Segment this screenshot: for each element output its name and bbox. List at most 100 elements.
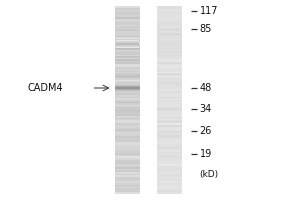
Bar xyxy=(115,6,140,8)
Bar xyxy=(157,158,182,160)
Bar xyxy=(157,188,182,189)
Bar xyxy=(115,86,140,87)
Bar xyxy=(157,149,182,150)
Bar xyxy=(115,70,140,72)
Bar xyxy=(157,72,182,73)
Bar xyxy=(157,155,182,156)
Bar xyxy=(157,95,182,97)
Bar xyxy=(157,105,182,106)
Bar xyxy=(157,123,182,125)
Bar xyxy=(157,83,182,84)
Bar xyxy=(157,44,182,45)
Bar xyxy=(157,81,182,83)
Bar xyxy=(115,88,140,89)
Bar xyxy=(157,167,182,169)
Bar xyxy=(157,59,182,61)
Bar xyxy=(115,72,140,73)
Bar xyxy=(157,161,182,163)
Bar xyxy=(157,8,182,9)
Bar xyxy=(115,105,140,106)
Bar xyxy=(157,152,182,153)
Bar xyxy=(116,46,139,47)
Bar xyxy=(157,23,182,25)
Bar xyxy=(116,44,139,45)
Bar xyxy=(115,153,140,155)
Bar xyxy=(157,164,182,166)
Text: 34: 34 xyxy=(200,104,212,114)
Bar xyxy=(157,119,182,120)
Bar xyxy=(115,131,140,133)
Bar xyxy=(157,136,182,138)
Bar xyxy=(157,76,182,78)
Bar xyxy=(157,127,182,128)
Bar xyxy=(157,56,182,58)
Bar xyxy=(115,113,140,114)
Bar xyxy=(157,69,182,70)
Bar xyxy=(115,141,140,142)
Bar xyxy=(115,133,140,134)
Bar xyxy=(157,181,182,183)
Bar xyxy=(115,69,140,70)
Bar xyxy=(115,45,140,47)
Bar xyxy=(115,166,140,167)
Bar xyxy=(115,174,140,175)
Bar xyxy=(115,31,140,33)
Bar xyxy=(157,78,182,80)
Bar xyxy=(157,14,182,15)
Bar xyxy=(115,58,140,59)
Bar xyxy=(157,113,182,114)
Bar xyxy=(115,86,140,87)
Bar xyxy=(115,192,140,194)
Bar xyxy=(157,131,182,133)
Bar xyxy=(115,59,140,61)
Bar xyxy=(115,145,140,147)
Bar xyxy=(115,106,140,108)
Bar xyxy=(115,11,140,12)
Bar xyxy=(115,50,140,51)
Bar xyxy=(157,48,182,50)
Bar xyxy=(115,108,140,109)
Bar xyxy=(115,98,140,100)
Bar xyxy=(115,36,140,37)
Bar xyxy=(157,39,182,40)
Bar xyxy=(157,160,182,161)
Bar xyxy=(157,17,182,19)
Bar xyxy=(157,116,182,117)
Bar xyxy=(115,114,140,116)
Bar xyxy=(115,117,140,119)
Bar xyxy=(115,149,140,150)
Bar xyxy=(115,89,140,91)
Bar xyxy=(115,144,140,145)
Bar xyxy=(157,180,182,181)
Bar xyxy=(115,186,140,188)
Bar xyxy=(115,76,140,78)
Bar xyxy=(157,64,182,66)
Bar xyxy=(115,62,140,64)
Bar xyxy=(157,138,182,139)
Bar xyxy=(157,145,182,147)
Bar xyxy=(157,61,182,62)
Bar xyxy=(157,29,182,31)
Bar xyxy=(157,163,182,164)
Bar xyxy=(115,14,140,15)
Bar xyxy=(115,75,140,76)
Bar xyxy=(157,100,182,102)
Bar xyxy=(115,83,140,84)
Bar xyxy=(157,106,182,108)
Bar xyxy=(115,37,140,39)
Bar xyxy=(115,12,140,14)
Bar xyxy=(115,125,140,127)
Bar xyxy=(115,127,140,128)
Bar xyxy=(157,55,182,56)
Bar xyxy=(115,183,140,185)
Bar xyxy=(157,134,182,136)
Bar xyxy=(157,133,182,134)
Bar xyxy=(157,175,182,177)
Bar xyxy=(115,40,140,42)
Bar xyxy=(115,178,140,180)
Bar xyxy=(157,92,182,94)
Bar xyxy=(157,114,182,116)
Bar xyxy=(157,142,182,144)
Bar xyxy=(115,84,140,86)
Bar xyxy=(115,94,140,95)
